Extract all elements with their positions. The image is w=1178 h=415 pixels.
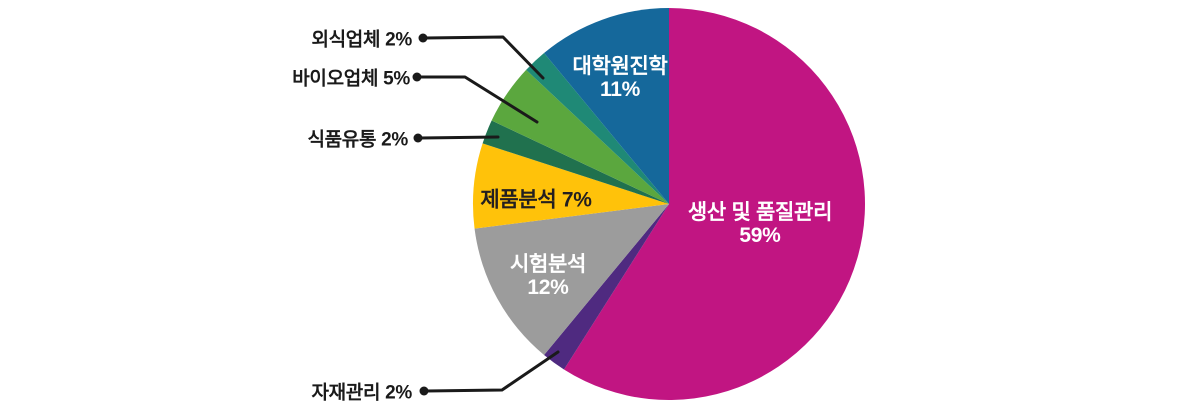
slice-label-production-quality: 생산 및 품질관리 59% xyxy=(687,201,833,247)
pie-slice-dining-company xyxy=(526,52,669,205)
pie-slice-food-distribution xyxy=(482,120,669,204)
callout-dot-bio-company xyxy=(412,72,422,82)
callout-dot-food-distribution xyxy=(413,133,423,143)
callout-line-dining-company xyxy=(423,35,545,80)
callout-line-materials xyxy=(424,350,560,393)
pie-slice-grad-school xyxy=(544,7,669,204)
pie-slices-group xyxy=(473,7,865,401)
pie-slice-materials xyxy=(544,204,669,370)
callout-label-bio-company: 바이오업체 5% xyxy=(292,68,410,90)
slice-label-grad-school: 대학원진학 11% xyxy=(572,55,667,101)
callout-label-food-distribution: 식품유통 2% xyxy=(307,129,408,151)
callout-line-bio-company xyxy=(417,75,539,124)
slice-label-test-analysis-name: 시험분석 xyxy=(509,253,587,276)
pie-slice-test-analysis xyxy=(474,204,669,356)
slice-label-test-analysis: 시험분석 12% xyxy=(510,253,586,299)
slice-label-product-analysis: 제품분석 7% xyxy=(480,188,592,212)
slice-label-grad-school-name: 대학원진학 xyxy=(572,55,668,78)
callout-dot-materials xyxy=(419,386,429,396)
pie-slice-product-analysis xyxy=(473,143,669,229)
callout-line-food-distribution xyxy=(418,135,500,140)
slice-label-production-quality-pct: 59% xyxy=(739,224,781,247)
slice-label-production-quality-name: 생산 및 품질관리 xyxy=(687,201,833,224)
callout-label-materials: 자재관리 2% xyxy=(311,382,412,404)
callout-dot-dining-company xyxy=(418,33,428,43)
pie-slice-bio-company xyxy=(491,69,669,204)
pie-slice-production-quality xyxy=(563,8,865,401)
slice-label-test-analysis-pct: 12% xyxy=(527,276,569,299)
callout-label-dining-company: 외식업체 2% xyxy=(311,29,412,51)
slice-label-grad-school-pct: 11% xyxy=(600,78,640,101)
